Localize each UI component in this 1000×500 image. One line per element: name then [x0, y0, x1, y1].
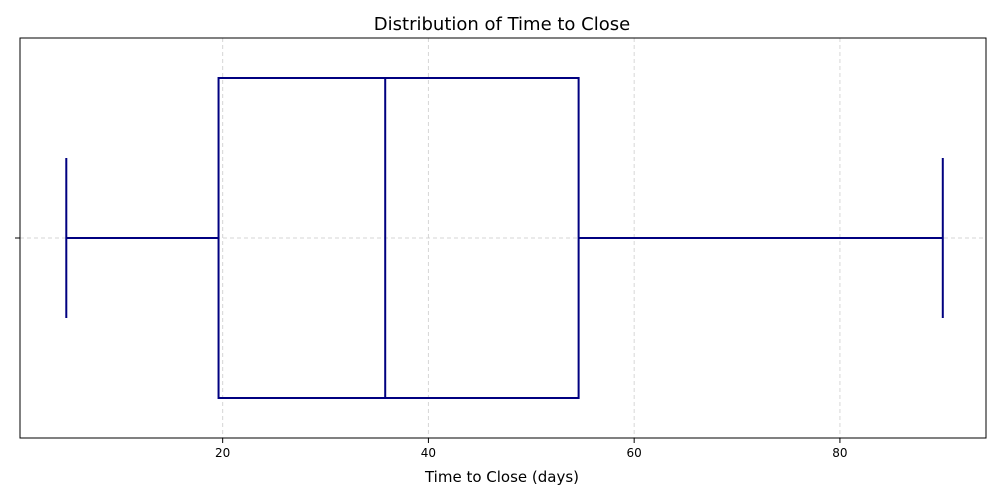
x-tick-label: 40 [421, 446, 436, 460]
x-tick-label: 80 [832, 446, 847, 460]
x-ticks: 20 40 60 80 [215, 438, 848, 460]
x-tick-label: 20 [215, 446, 230, 460]
chart-title: Distribution of Time to Close [374, 14, 630, 35]
x-tick-label: 60 [627, 446, 642, 460]
x-axis-label: Time to Close (days) [424, 468, 579, 486]
iqr-box [217, 77, 580, 399]
box-plot [65, 77, 944, 399]
